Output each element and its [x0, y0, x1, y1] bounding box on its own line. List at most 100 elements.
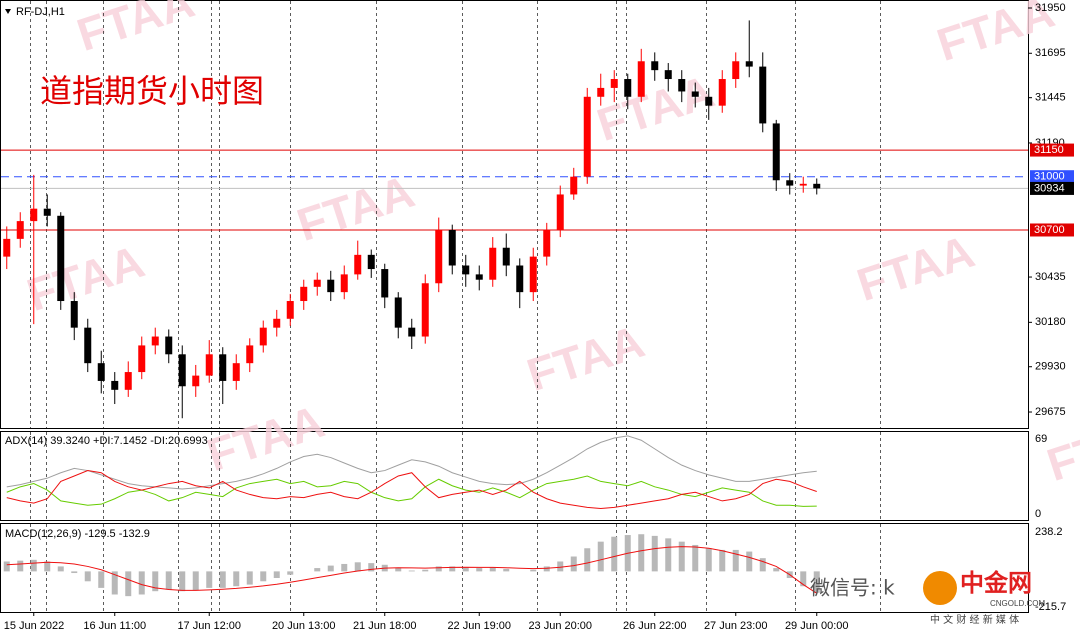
macd-bar	[800, 571, 807, 587]
candle-body	[273, 318, 281, 328]
candle-body	[286, 301, 294, 319]
macd-bar	[422, 569, 429, 572]
macd-bar	[705, 548, 712, 572]
x-tick-label: 23 Jun 20:00	[528, 620, 592, 632]
candle-body	[205, 354, 213, 376]
candle-body	[124, 372, 132, 390]
candle-body	[718, 79, 726, 106]
x-tick-label: 20 Jun 13:00	[272, 620, 336, 632]
candle-body	[313, 279, 321, 287]
macd-bar	[530, 569, 537, 572]
macd-bar	[773, 568, 780, 572]
macd-bar	[57, 566, 64, 572]
level-tag	[1030, 170, 1074, 184]
macd-bar	[543, 566, 550, 572]
x-tick-label: 15 Jun 2022	[4, 620, 65, 632]
macd-bar	[692, 544, 699, 572]
candle-body	[502, 247, 510, 266]
macd-bar	[179, 571, 186, 592]
macd-bar	[678, 541, 685, 572]
candle-body	[192, 375, 200, 387]
watermark: FTAA	[291, 165, 420, 251]
candle-body	[381, 269, 389, 298]
site: CNGOLD.COM	[990, 599, 1045, 608]
x-tick-label: 21 Jun 18:00	[353, 620, 417, 632]
candle-body	[637, 61, 645, 97]
macd-bar	[395, 568, 402, 572]
candle-body	[529, 256, 537, 293]
candle-body	[516, 265, 524, 293]
candle-body	[43, 208, 51, 216]
y-tick-label: -215.7	[1035, 601, 1066, 613]
candle-body	[408, 327, 416, 337]
y-tick-label: 30435	[1035, 271, 1066, 283]
brand: 中金网	[960, 569, 1032, 597]
candle-body	[327, 279, 335, 293]
y-tick-label: 30180	[1035, 316, 1066, 328]
candle-body	[178, 354, 186, 387]
level-label: 30934	[1034, 182, 1065, 194]
candle-body	[813, 183, 821, 189]
adx-panel	[0, 431, 1029, 521]
macd-bar	[327, 565, 334, 572]
slogan: 中 文 财 经 新 媒 体	[930, 613, 1019, 626]
macd-bar	[665, 538, 672, 572]
macd-bar	[233, 571, 240, 587]
candle-body	[664, 70, 672, 80]
candle-body	[165, 336, 173, 355]
macd-bar	[98, 571, 105, 588]
candle-body	[151, 336, 159, 346]
macd-bar	[71, 571, 78, 574]
candle-body	[651, 61, 659, 71]
macd-bar	[341, 563, 348, 572]
macd-bar	[746, 551, 753, 572]
level-tag	[1030, 181, 1074, 195]
y-tick-label: 69	[1035, 433, 1047, 445]
macd-bar	[719, 549, 726, 572]
candle-body	[543, 229, 551, 257]
y-tick-label: 29930	[1035, 361, 1066, 373]
candle-body	[705, 96, 713, 106]
candle-body	[489, 247, 497, 280]
candle-body	[462, 265, 470, 275]
candle-body	[786, 180, 794, 186]
candle-body	[57, 215, 65, 302]
candle-body	[367, 254, 375, 270]
candle-body	[799, 183, 807, 186]
macd-bar	[813, 571, 820, 593]
level-tag	[1030, 223, 1074, 237]
macd-panel	[0, 523, 1029, 613]
macd-bar	[759, 558, 766, 572]
macd-bar	[30, 559, 37, 572]
candle-body	[610, 79, 618, 88]
candle-body	[745, 61, 753, 67]
candle-body	[97, 363, 105, 381]
candle-body	[732, 61, 740, 80]
candle-body	[259, 327, 267, 346]
candle-body	[570, 176, 578, 195]
macd-bar	[476, 568, 483, 572]
candle-body	[300, 286, 308, 302]
macd-title: MACD(12,26,9) -129.5 -132.9	[5, 528, 150, 540]
macd-bar	[246, 571, 253, 585]
candle-body	[421, 283, 429, 337]
macd-bar	[165, 571, 172, 590]
y-tick-label: 31445	[1035, 92, 1066, 104]
candle-body	[435, 229, 443, 284]
macd-bar	[125, 571, 132, 597]
macd-bar	[584, 548, 591, 572]
macd-bar	[611, 536, 618, 572]
y-tick-label: 31950	[1035, 2, 1066, 14]
macd-bar	[435, 566, 442, 572]
macd-bar	[260, 571, 267, 582]
macd-bar	[368, 563, 375, 572]
indicator-line	[6, 435, 817, 490]
level-tag	[1030, 143, 1074, 157]
y-tick-label: 0	[1035, 508, 1041, 520]
macd-bar	[273, 571, 280, 578]
candle-body	[70, 301, 78, 328]
macd-bar	[354, 562, 361, 572]
macd-bar	[192, 571, 199, 591]
macd-bar	[219, 571, 226, 588]
